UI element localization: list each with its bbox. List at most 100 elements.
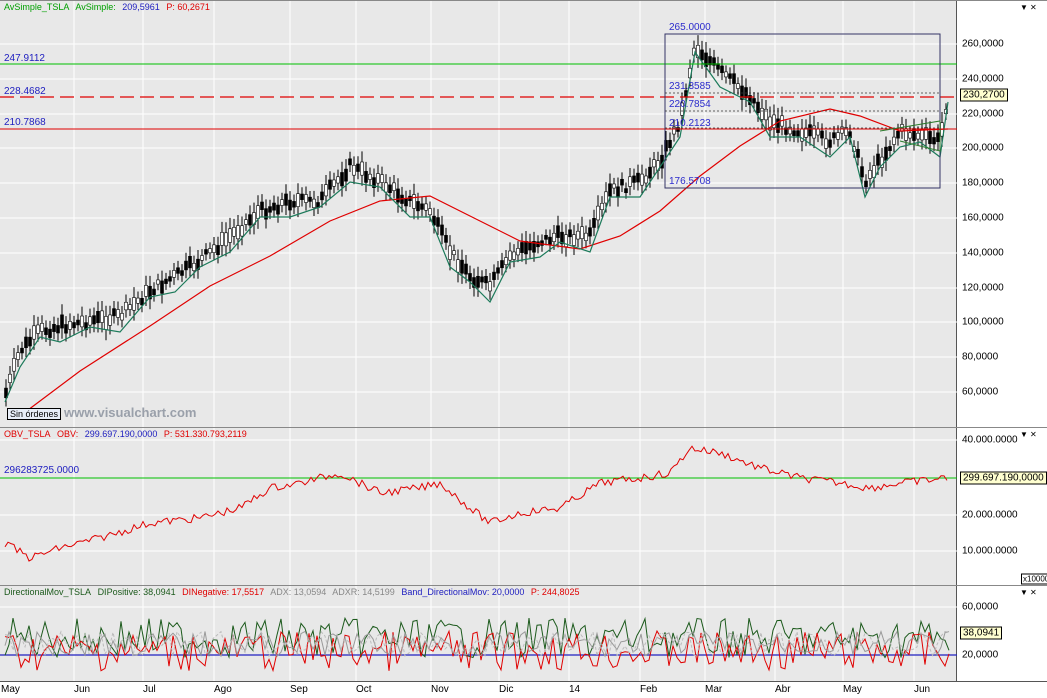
obv-legend-name: OBV_TSLA xyxy=(4,429,51,439)
candle-body xyxy=(48,328,52,338)
candle-body xyxy=(348,158,352,166)
price-tick: 120,0000 xyxy=(962,282,1004,294)
candle-body xyxy=(724,71,728,78)
candle-body xyxy=(288,199,292,211)
candle-body xyxy=(40,322,44,332)
candle-body xyxy=(360,161,364,176)
candle-body xyxy=(484,275,488,284)
orders-status-badge[interactable]: Sin órdenes xyxy=(7,408,62,420)
obv-legend-p: P: 531.330.793,2119 xyxy=(163,429,247,439)
candle-body xyxy=(220,232,224,246)
candle-body xyxy=(756,101,760,113)
close-icon[interactable]: ✕ xyxy=(1030,3,1037,12)
candle-body xyxy=(204,249,208,255)
arrow-down-icon[interactable]: ▼ xyxy=(1020,588,1028,597)
candle-body xyxy=(324,184,328,197)
price-tick: 200,0000 xyxy=(962,142,1004,154)
month-label: Oct xyxy=(356,684,372,695)
candle-body xyxy=(600,202,604,210)
candle-body xyxy=(420,203,424,210)
candle-body xyxy=(736,83,740,89)
candle-body xyxy=(812,125,816,139)
obv-tick: 40.000.0000 xyxy=(962,434,1018,446)
dm-legend-din: DINegative: 17,5517 xyxy=(182,587,265,597)
box-ret-label-3: 210.2123 xyxy=(669,118,711,129)
obv-plot-area[interactable] xyxy=(0,428,957,585)
candle-body xyxy=(816,128,820,136)
dm-chart-svg xyxy=(0,586,957,682)
candle-body xyxy=(788,126,792,135)
candle-body xyxy=(568,229,572,238)
candle-body xyxy=(464,263,468,275)
candle-body xyxy=(160,280,164,294)
candle-body xyxy=(468,273,472,282)
candle-body xyxy=(384,182,388,193)
candle-body xyxy=(292,201,296,208)
candle-body xyxy=(520,242,524,253)
candle-body xyxy=(896,130,900,139)
candle-body xyxy=(136,297,140,304)
candle-body xyxy=(616,186,620,198)
candle-body xyxy=(24,336,28,349)
candle-body xyxy=(224,232,228,247)
candle-body xyxy=(760,108,764,120)
candle-body xyxy=(68,321,72,330)
candle-body xyxy=(60,314,64,329)
candle-body xyxy=(180,270,184,276)
price-tick: 260,0000 xyxy=(962,38,1004,50)
candle-body xyxy=(256,205,260,219)
price-y-axis xyxy=(957,1,1047,427)
obv-tick: 20.000.0000 xyxy=(962,509,1018,521)
close-icon[interactable]: ✕ xyxy=(1030,588,1037,597)
box-bottom-label: 176.5708 xyxy=(669,176,711,187)
candle-body xyxy=(472,277,476,288)
candle-body xyxy=(240,225,244,237)
candle-body xyxy=(540,240,544,246)
candle-body xyxy=(32,325,36,340)
candle-body xyxy=(368,173,372,180)
candle-body xyxy=(52,324,56,332)
price-plot-area[interactable] xyxy=(0,1,957,427)
watermark: www.visualchart.com xyxy=(64,405,197,420)
candle-body xyxy=(396,188,400,203)
dm-legend-adx: ADX: 13,0594 xyxy=(270,587,327,597)
candle-body xyxy=(480,276,484,283)
candle-body xyxy=(96,311,100,324)
price-tick: 60,0000 xyxy=(962,386,999,398)
candle-body xyxy=(584,232,588,241)
box-ret-label-1: 231.3585 xyxy=(669,81,711,92)
candle-body xyxy=(680,102,684,116)
candle-body xyxy=(376,173,380,184)
arrow-down-icon[interactable]: ▼ xyxy=(1020,430,1028,439)
adxr-line xyxy=(4,629,950,658)
candle-body xyxy=(908,132,912,139)
candle-body xyxy=(352,164,356,176)
candle-body xyxy=(640,173,644,186)
candle-body xyxy=(732,73,736,84)
obv-legend-value: 299.697.190,0000 xyxy=(84,429,158,439)
price-current-value: 230,2700 xyxy=(960,88,1008,102)
obv-tick: 10.000.0000 xyxy=(962,545,1018,557)
price-tick: 100,0000 xyxy=(962,316,1004,328)
candle-body xyxy=(820,130,824,139)
candle-body xyxy=(624,188,628,194)
obv-current-value: 299.697.190,0000 xyxy=(960,471,1047,485)
candle-body xyxy=(192,262,196,271)
candle-body xyxy=(344,168,348,182)
dm-legend-name: DirectionalMov_TSLA xyxy=(4,587,92,597)
dm-current-value: 38,0941 xyxy=(960,626,1003,640)
level-label-3: 210.7868 xyxy=(4,117,46,128)
price-tick: 160,0000 xyxy=(962,212,1004,224)
candle-body xyxy=(432,215,436,226)
candle-body xyxy=(460,259,464,274)
candle-body xyxy=(476,275,480,288)
candle-body xyxy=(4,387,8,399)
candle-body xyxy=(720,65,724,74)
candle-body xyxy=(80,315,84,328)
candle-body xyxy=(500,260,504,269)
candle-body xyxy=(132,297,136,311)
close-icon[interactable]: ✕ xyxy=(1030,430,1037,439)
arrow-down-icon[interactable]: ▼ xyxy=(1020,3,1028,12)
candle-body xyxy=(576,230,580,240)
candle-body xyxy=(824,138,828,149)
